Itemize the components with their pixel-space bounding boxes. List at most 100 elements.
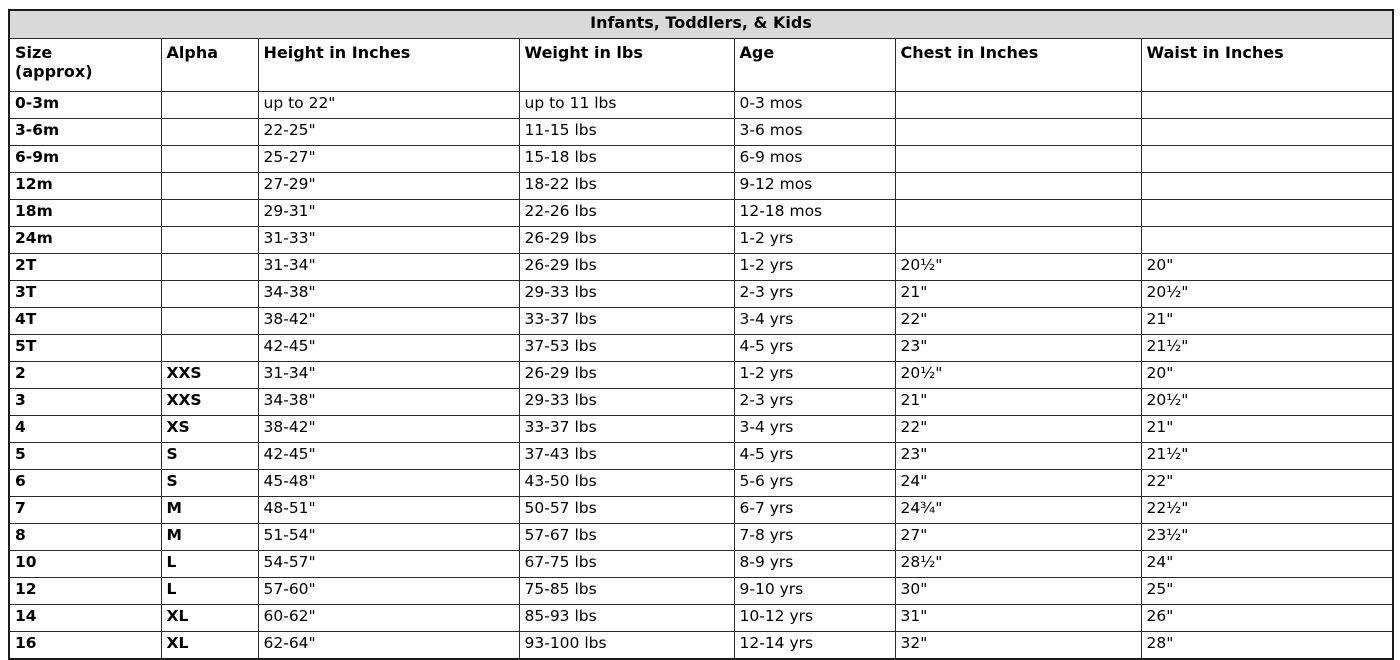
- table-row: 3T 34-38" 29-33 lbs 2-3 yrs 21" 20½": [8, 280, 1394, 308]
- cell-alpha: [160, 145, 259, 173]
- table-row: 12m 27-29" 18-22 lbs 9-12 mos: [8, 172, 1394, 200]
- column-header-weight: Weight in lbs: [518, 38, 735, 92]
- size-chart-container: Infants, Toddlers, & Kids Size (approx) A…: [8, 9, 1395, 660]
- cell-weight: 57-67 lbs: [518, 523, 735, 551]
- cell-alpha: M: [160, 496, 259, 524]
- cell-size: 12: [8, 577, 162, 605]
- cell-chest: 21": [894, 388, 1142, 416]
- cell-weight: 11-15 lbs: [518, 118, 735, 146]
- cell-alpha: [160, 172, 259, 200]
- cell-age: 3-4 yrs: [733, 307, 896, 335]
- cell-waist: 22": [1140, 469, 1394, 497]
- cell-alpha: XS: [160, 415, 259, 443]
- table-row: 12 L 57-60" 75-85 lbs 9-10 yrs 30" 25": [8, 577, 1394, 605]
- cell-weight: up to 11 lbs: [518, 91, 735, 119]
- cell-weight: 26-29 lbs: [518, 226, 735, 254]
- cell-age: 3-6 mos: [733, 118, 896, 146]
- cell-chest: 27": [894, 523, 1142, 551]
- column-header-chest: Chest in Inches: [894, 38, 1142, 92]
- cell-size: 8: [8, 523, 162, 551]
- cell-alpha: L: [160, 550, 259, 578]
- cell-size: 3-6m: [8, 118, 162, 146]
- cell-weight: 26-29 lbs: [518, 361, 735, 389]
- cell-chest: 20½": [894, 253, 1142, 281]
- cell-size: 10: [8, 550, 162, 578]
- cell-age: 2-3 yrs: [733, 280, 896, 308]
- cell-height: 60-62": [257, 604, 520, 632]
- table-row: 14 XL 60-62" 85-93 lbs 10-12 yrs 31" 26": [8, 604, 1394, 632]
- cell-waist: 22½": [1140, 496, 1394, 524]
- cell-chest: 32": [894, 631, 1142, 660]
- cell-weight: 22-26 lbs: [518, 199, 735, 227]
- cell-size: 6: [8, 469, 162, 497]
- cell-weight: 85-93 lbs: [518, 604, 735, 632]
- cell-chest: 30": [894, 577, 1142, 605]
- table-row: 0-3m up to 22" up to 11 lbs 0-3 mos: [8, 91, 1394, 119]
- cell-alpha: XL: [160, 631, 259, 660]
- size-chart-table: Infants, Toddlers, & Kids Size (approx) A…: [8, 9, 1395, 660]
- cell-age: 9-12 mos: [733, 172, 896, 200]
- cell-height: 62-64": [257, 631, 520, 660]
- cell-chest: [894, 118, 1142, 146]
- cell-height: 22-25": [257, 118, 520, 146]
- cell-height: 38-42": [257, 307, 520, 335]
- cell-alpha: L: [160, 577, 259, 605]
- cell-weight: 67-75 lbs: [518, 550, 735, 578]
- cell-alpha: [160, 307, 259, 335]
- cell-chest: 23": [894, 442, 1142, 470]
- cell-size: 5: [8, 442, 162, 470]
- cell-weight: 29-33 lbs: [518, 388, 735, 416]
- cell-waist: 25": [1140, 577, 1394, 605]
- cell-age: 4-5 yrs: [733, 334, 896, 362]
- table-row: 2 XXS 31-34" 26-29 lbs 1-2 yrs 20½" 20": [8, 361, 1394, 389]
- cell-age: 1-2 yrs: [733, 253, 896, 281]
- cell-height: 48-51": [257, 496, 520, 524]
- cell-age: 7-8 yrs: [733, 523, 896, 551]
- column-header-waist: Waist in Inches: [1140, 38, 1394, 92]
- cell-age: 6-9 mos: [733, 145, 896, 173]
- cell-height: up to 22": [257, 91, 520, 119]
- table-row: 24m 31-33" 26-29 lbs 1-2 yrs: [8, 226, 1394, 254]
- cell-height: 29-31": [257, 199, 520, 227]
- cell-alpha: [160, 280, 259, 308]
- cell-size: 4T: [8, 307, 162, 335]
- cell-height: 51-54": [257, 523, 520, 551]
- cell-age: 9-10 yrs: [733, 577, 896, 605]
- cell-age: 6-7 yrs: [733, 496, 896, 524]
- cell-chest: 22": [894, 307, 1142, 335]
- cell-alpha: [160, 226, 259, 254]
- cell-waist: [1140, 226, 1394, 254]
- table-body: 0-3m up to 22" up to 11 lbs 0-3 mos 3-6m 22-2…: [8, 91, 1394, 660]
- table-head: Infants, Toddlers, & Kids Size (approx) A…: [8, 9, 1394, 92]
- cell-weight: 29-33 lbs: [518, 280, 735, 308]
- table-row: 7 M 48-51" 50-57 lbs 6-7 yrs 24¾" 22½": [8, 496, 1394, 524]
- cell-size: 12m: [8, 172, 162, 200]
- cell-waist: [1140, 199, 1394, 227]
- cell-waist: [1140, 91, 1394, 119]
- cell-waist: 21½": [1140, 442, 1394, 470]
- cell-chest: 31": [894, 604, 1142, 632]
- cell-size: 3T: [8, 280, 162, 308]
- table-row: 6-9m 25-27" 15-18 lbs 6-9 mos: [8, 145, 1394, 173]
- cell-age: 5-6 yrs: [733, 469, 896, 497]
- cell-size: 16: [8, 631, 162, 660]
- cell-size: 14: [8, 604, 162, 632]
- cell-height: 57-60": [257, 577, 520, 605]
- cell-alpha: [160, 334, 259, 362]
- cell-age: 12-18 mos: [733, 199, 896, 227]
- cell-weight: 15-18 lbs: [518, 145, 735, 173]
- cell-size: 3: [8, 388, 162, 416]
- table-row: 3 XXS 34-38" 29-33 lbs 2-3 yrs 21" 20½": [8, 388, 1394, 416]
- cell-alpha: [160, 253, 259, 281]
- cell-alpha: M: [160, 523, 259, 551]
- cell-waist: 20½": [1140, 280, 1394, 308]
- column-header-alpha: Alpha: [160, 38, 259, 92]
- table-row: 6 S 45-48" 43-50 lbs 5-6 yrs 24" 22": [8, 469, 1394, 497]
- cell-waist: [1140, 118, 1394, 146]
- column-header-size: Size (approx): [8, 38, 162, 92]
- cell-size: 7: [8, 496, 162, 524]
- cell-waist: 21½": [1140, 334, 1394, 362]
- cell-height: 31-33": [257, 226, 520, 254]
- table-title: Infants, Toddlers, & Kids: [8, 9, 1394, 39]
- cell-age: 3-4 yrs: [733, 415, 896, 443]
